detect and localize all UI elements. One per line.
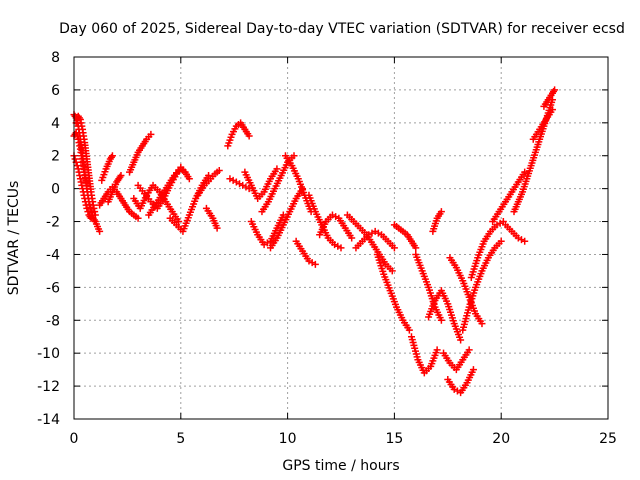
data-point — [368, 229, 376, 237]
data-point — [84, 208, 92, 216]
data-point — [226, 175, 234, 183]
data-point — [437, 208, 445, 216]
data-point — [478, 320, 486, 328]
data-point — [371, 227, 379, 235]
y-tick-label: -14 — [37, 412, 60, 428]
data-point — [497, 237, 505, 245]
data-point — [469, 366, 477, 374]
y-tick-label: -12 — [37, 379, 60, 395]
axis-ticks: 0 5 10 15 20 25 -14 -12 -10 -8 -6 -4 -2 0 2 4 6 8 — [37, 50, 617, 447]
y-tick-label: -6 — [46, 280, 60, 296]
data-point — [388, 267, 396, 275]
data-point — [290, 152, 298, 160]
data-point — [83, 204, 91, 212]
data-point — [273, 165, 281, 173]
data-point — [213, 224, 221, 232]
data-point — [96, 227, 104, 235]
chart-title: Day 060 of 2025, Sidereal Day-to-day VTE… — [59, 21, 625, 37]
y-tick-label: 0 — [51, 182, 60, 198]
data-point — [517, 236, 525, 244]
y-tick-label: -10 — [37, 346, 60, 362]
data-point — [551, 86, 559, 94]
x-tick-label: 5 — [176, 431, 185, 447]
data-point — [91, 211, 99, 219]
data-point — [308, 259, 316, 267]
data-point — [229, 176, 237, 184]
y-tick-label: -8 — [46, 313, 60, 329]
y-tick-label: 8 — [51, 50, 60, 66]
data-point — [185, 175, 193, 183]
data-point — [496, 219, 504, 227]
data-point — [232, 178, 240, 186]
data-point — [87, 214, 95, 222]
data-point — [236, 180, 244, 188]
data-point — [548, 106, 556, 114]
plot-frame — [73, 56, 609, 420]
data-point — [117, 171, 125, 179]
y-tick-label: 6 — [51, 83, 60, 99]
data-point — [71, 155, 79, 163]
data-point — [374, 229, 382, 237]
data-point — [215, 167, 223, 175]
x-tick-label: 15 — [385, 431, 403, 447]
x-axis-label: GPS time / hours — [282, 458, 399, 474]
y-axis-label: SDTVAR / TECUs — [6, 181, 22, 296]
data-point — [134, 214, 142, 222]
data-point — [437, 316, 445, 324]
x-tick-label: 10 — [279, 431, 297, 447]
data-point — [147, 130, 155, 138]
data-point — [83, 181, 91, 189]
data-point — [412, 244, 420, 252]
y-tick-label: -4 — [46, 247, 60, 263]
data-point — [245, 132, 253, 140]
x-tick-label: 20 — [492, 431, 510, 447]
data-point — [521, 168, 529, 176]
grid — [74, 57, 608, 419]
data-point — [521, 237, 529, 245]
data-point — [311, 260, 319, 268]
data-point — [348, 234, 356, 242]
data-point — [337, 244, 345, 252]
data-points — [70, 86, 559, 397]
y-tick-label: 4 — [51, 116, 60, 132]
data-point — [239, 181, 247, 189]
y-tick-label: -2 — [46, 215, 60, 231]
data-point — [390, 244, 398, 252]
data-point — [73, 162, 81, 170]
y-tick-label: 2 — [51, 149, 60, 165]
data-point — [332, 213, 340, 221]
data-point — [73, 132, 81, 140]
data-point — [405, 326, 413, 334]
x-tick-label: 0 — [70, 431, 79, 447]
data-point — [457, 336, 465, 344]
data-point — [433, 346, 441, 354]
data-point — [108, 152, 116, 160]
x-tick-label: 25 — [599, 431, 617, 447]
data-point — [465, 346, 473, 354]
data-point — [334, 242, 342, 250]
data-point — [242, 183, 250, 191]
data-point — [453, 387, 461, 395]
